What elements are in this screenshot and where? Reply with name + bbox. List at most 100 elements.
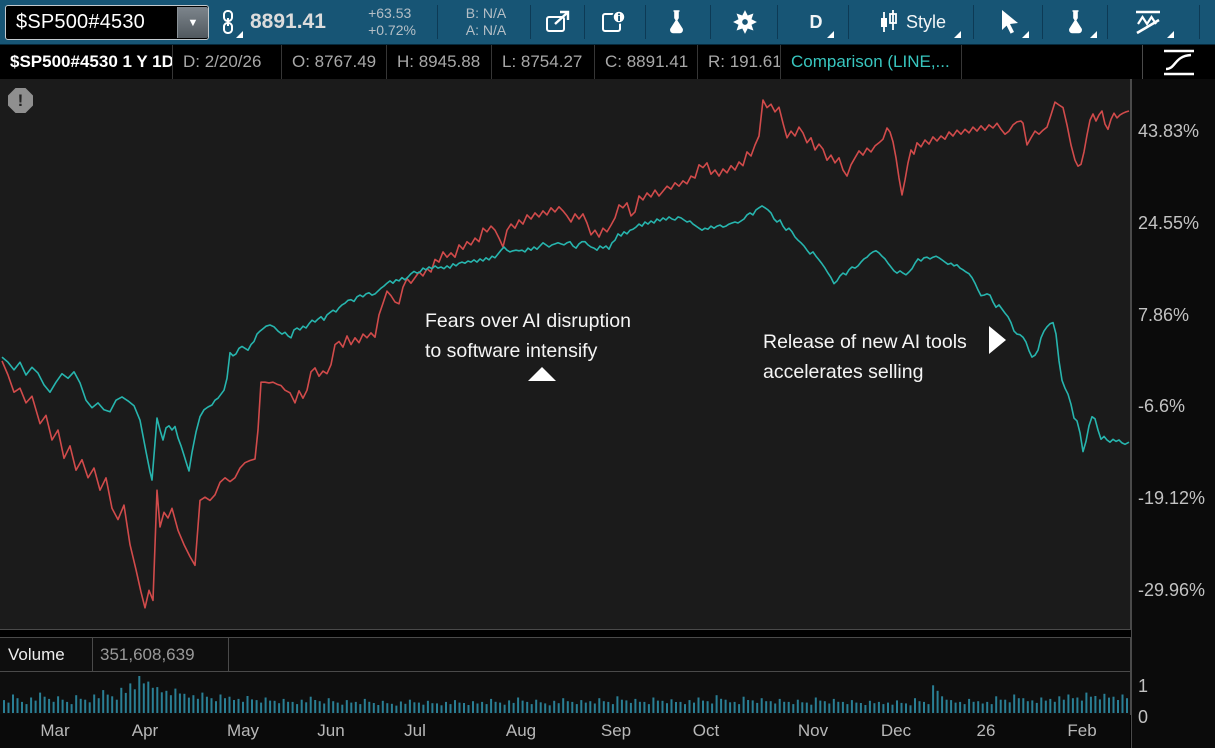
volume-bar [589, 701, 592, 713]
gear-icon [733, 10, 757, 34]
chart-settings-button[interactable] [725, 0, 765, 44]
volume-bar [1085, 692, 1088, 713]
annotation-ai-disruption: Fears over AI disruption to software int… [425, 306, 631, 366]
ohlc-close: C: 8891.41 [595, 45, 698, 79]
volume-bar [535, 699, 538, 713]
volume-bar [729, 702, 732, 713]
chart-notes-button[interactable] [594, 0, 634, 44]
volume-bar [431, 703, 434, 713]
studies-button[interactable] [1055, 0, 1099, 44]
dropdown-corner-icon [1167, 31, 1174, 38]
drawing-tools-button[interactable] [1120, 0, 1176, 44]
volume-bar [399, 701, 402, 713]
price-axis[interactable]: 43.83% 24.55% 7.86% -6.6% -19.12% -29.96% 1 0 [1131, 79, 1215, 748]
volume-bar [215, 701, 217, 713]
volume-bar [210, 698, 213, 713]
timeframe-button[interactable]: D [795, 0, 837, 44]
volume-bar [133, 689, 136, 713]
volume-bar [458, 702, 461, 713]
volume-bar [733, 701, 736, 713]
toolbar-divider [584, 5, 585, 39]
volume-bar [832, 698, 835, 713]
month-label: Jul [404, 721, 426, 740]
time-axis[interactable]: Mar Apr May Jun Jul Aug Sep Oct Nov Dec 26 Feb [0, 714, 1130, 748]
dropdown-corner-icon [1090, 31, 1097, 38]
volume-bar [611, 704, 614, 713]
volume-bar [314, 700, 317, 713]
volume-bar [408, 699, 411, 713]
volume-bar [165, 690, 168, 713]
warning-icon[interactable]: ! [8, 88, 33, 113]
cursor-tool-button[interactable] [988, 0, 1032, 44]
volume-bar [269, 700, 272, 713]
volume-bar [643, 701, 646, 713]
chart-mode-button[interactable] [1143, 45, 1215, 79]
volume-bar [927, 704, 930, 713]
volume-bar [381, 700, 384, 713]
link-charts-button[interactable] [212, 0, 244, 44]
volume-pane[interactable]: Volume 351,608,639 [0, 637, 1131, 715]
volume-bar [485, 704, 488, 713]
volume-bar [738, 704, 741, 713]
volume-bar [774, 703, 777, 713]
volume-bar [445, 701, 447, 713]
note-info-icon [602, 10, 626, 32]
annotation-line: to software intensify [425, 340, 598, 362]
price-chart-area[interactable]: ! Fears over AI disruption to software i… [0, 79, 1131, 630]
volume-bar [1117, 700, 1119, 713]
volume-bar [634, 698, 637, 713]
series-line_teal [1, 205, 1130, 481]
symbol-input[interactable]: $SP500#4530 ▼ [5, 5, 209, 40]
comparison-study-label[interactable]: Comparison (LINE,... [781, 45, 962, 79]
percent-tick-label: 7.86% [1138, 305, 1190, 325]
analyze-button[interactable] [658, 0, 698, 44]
volume-bar [1004, 699, 1007, 713]
volume-bar [950, 700, 953, 713]
volume-bar [760, 698, 763, 713]
share-button[interactable] [537, 0, 579, 44]
volume-bar [300, 699, 303, 713]
volume-bar [877, 701, 880, 713]
volume-bar [972, 701, 975, 713]
volume-bar [264, 697, 267, 713]
volume-bar [647, 704, 650, 713]
volume-bar [1071, 698, 1074, 713]
volume-bar [580, 700, 583, 713]
volume-bar [508, 700, 511, 713]
volume-bar [666, 703, 668, 713]
month-label: Jun [317, 721, 345, 740]
annotation-ai-tools: Release of new AI tools accelerates sell… [763, 327, 967, 387]
symbol-value[interactable]: $SP500#4530 [16, 11, 145, 33]
volume-bar [805, 702, 808, 713]
volume-bar [48, 698, 51, 713]
volume-bar [706, 701, 709, 713]
percent-tick-label: 24.55% [1138, 213, 1200, 233]
volume-bar [945, 699, 948, 713]
volume-bar [196, 698, 199, 713]
volume-header: Volume 351,608,639 [0, 638, 1130, 672]
volume-bar [359, 704, 362, 713]
pointer-arrow-icon [1002, 10, 1018, 34]
toolbar-divider [645, 5, 646, 39]
chain-link-icon [223, 10, 233, 34]
volume-bar [1008, 702, 1011, 713]
volume-bar [941, 696, 944, 713]
annotation-line: Fears over AI disruption [425, 310, 631, 332]
volume-bar [1108, 697, 1110, 713]
volume-bar [891, 704, 894, 713]
volume-bar [548, 705, 551, 713]
volume-bar [1076, 697, 1079, 713]
volume-bar [327, 698, 330, 713]
warning-glyph: ! [17, 90, 24, 110]
volume-bar [75, 695, 78, 713]
volume-bar [526, 701, 529, 713]
volume-bar [584, 702, 587, 713]
volume-bar [814, 697, 817, 713]
volume-bar [1062, 699, 1065, 713]
volume-bar [693, 702, 695, 713]
style-label: Style [905, 11, 947, 32]
symbol-dropdown-button[interactable]: ▼ [177, 7, 208, 38]
volume-bar [1026, 701, 1029, 713]
style-button[interactable]: Style [862, 0, 962, 44]
volume-bar [490, 698, 493, 713]
